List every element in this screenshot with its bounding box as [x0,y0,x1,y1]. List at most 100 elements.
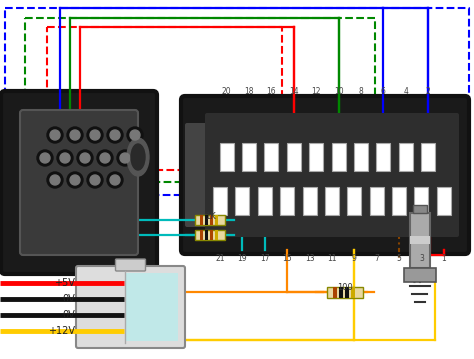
Bar [236,186,249,214]
Text: 1: 1 [441,254,446,263]
Bar [347,186,361,214]
Text: 7: 7 [374,254,379,263]
Bar [437,186,451,214]
Circle shape [40,153,50,163]
Circle shape [47,127,63,143]
Circle shape [107,127,123,143]
Circle shape [87,127,103,143]
Text: 16: 16 [267,87,276,96]
Bar [195,230,225,240]
Text: 8: 8 [359,87,364,96]
Bar [220,143,234,171]
Bar [339,286,343,298]
Text: 100: 100 [337,284,353,293]
FancyBboxPatch shape [76,266,185,348]
Text: 14: 14 [289,87,299,96]
Bar [413,205,427,213]
FancyBboxPatch shape [205,113,459,237]
Bar [210,215,213,225]
Circle shape [130,130,140,140]
Circle shape [87,172,103,188]
Bar [302,186,317,214]
Bar [264,143,279,171]
Text: 1K: 1K [205,212,215,221]
Text: 5: 5 [397,254,401,263]
Bar [200,230,203,240]
Bar [210,230,213,240]
Bar [325,186,339,214]
Bar [280,186,294,214]
Circle shape [50,175,60,185]
Text: +5V: +5V [54,278,75,288]
Bar [195,215,225,225]
Text: 15: 15 [283,254,292,263]
Bar [354,143,368,171]
Bar [215,215,219,225]
Text: 19: 19 [237,254,247,263]
Circle shape [67,172,83,188]
Circle shape [77,150,93,166]
Bar [376,143,391,171]
Circle shape [97,150,113,166]
FancyBboxPatch shape [185,123,209,227]
Text: 11: 11 [327,254,337,263]
Text: 17: 17 [260,254,270,263]
Text: 18: 18 [244,87,254,96]
Bar [370,186,383,214]
Circle shape [100,153,110,163]
Text: 20: 20 [222,87,231,96]
Circle shape [37,150,53,166]
FancyBboxPatch shape [116,259,146,271]
Ellipse shape [131,144,145,170]
Bar [410,213,430,267]
Ellipse shape [127,138,149,176]
Bar [392,186,406,214]
Text: 0V: 0V [62,294,75,304]
Bar [287,143,301,171]
Circle shape [80,153,90,163]
Bar [242,143,256,171]
Bar [200,215,203,225]
Circle shape [70,175,80,185]
Bar [125,273,178,341]
Text: 10: 10 [334,87,344,96]
Circle shape [57,150,73,166]
Bar [327,286,363,298]
Circle shape [107,172,123,188]
Text: 9: 9 [352,254,357,263]
Circle shape [110,130,120,140]
Bar [205,230,209,240]
Circle shape [67,127,83,143]
Bar [351,286,355,298]
Circle shape [110,175,120,185]
Text: 4: 4 [403,87,408,96]
Text: +12V: +12V [48,326,75,336]
Bar [399,143,413,171]
Bar [421,143,435,171]
Text: 6: 6 [381,87,386,96]
Bar [215,230,219,240]
Bar [333,286,337,298]
Circle shape [120,153,130,163]
Text: 2: 2 [426,87,430,96]
Circle shape [117,150,133,166]
Bar [414,186,428,214]
Bar [258,186,272,214]
Bar [213,186,227,214]
Circle shape [60,153,70,163]
Circle shape [50,130,60,140]
Bar [410,236,430,244]
Bar [309,143,323,171]
FancyBboxPatch shape [20,110,138,255]
Text: 3: 3 [419,254,424,263]
Circle shape [70,130,80,140]
Bar [404,267,436,281]
Text: 13: 13 [305,254,314,263]
Circle shape [90,130,100,140]
Circle shape [47,172,63,188]
Text: 12: 12 [311,87,321,96]
FancyBboxPatch shape [1,91,157,274]
Bar [332,143,346,171]
Text: 21: 21 [215,254,225,263]
Circle shape [127,127,143,143]
